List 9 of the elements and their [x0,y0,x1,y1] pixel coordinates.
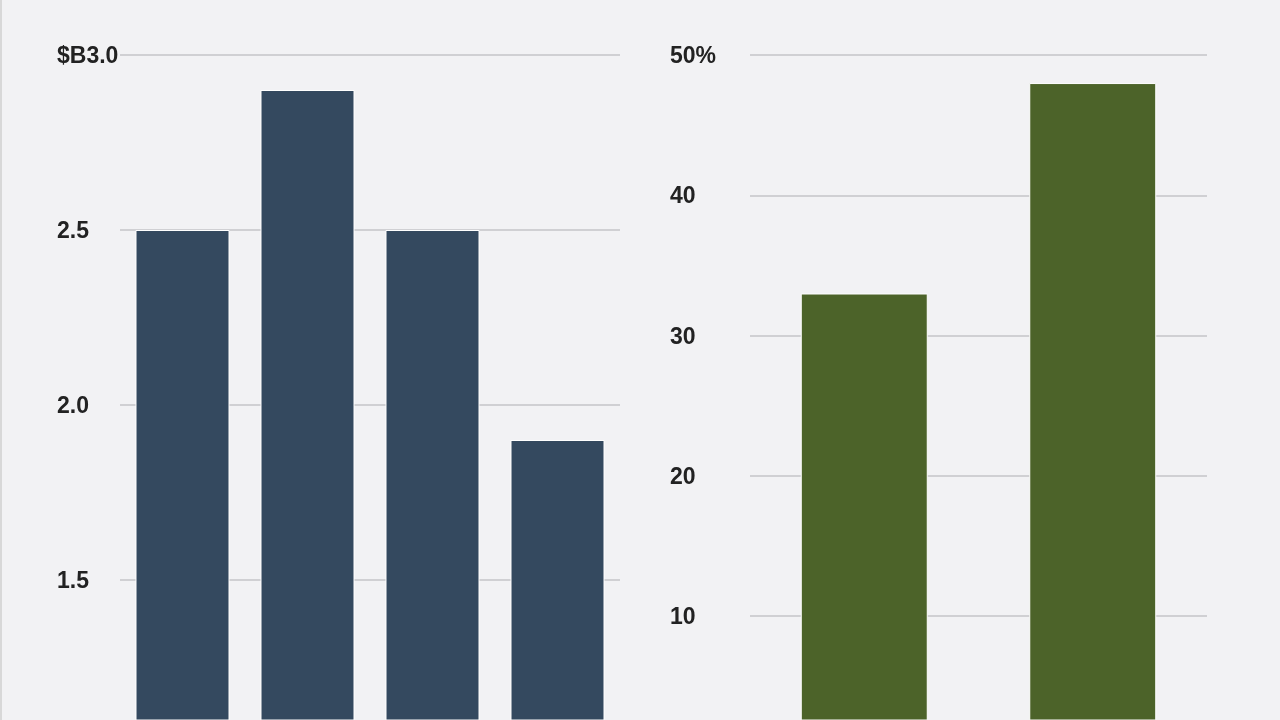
y-tick-label: 1.5 [57,567,90,593]
y-tick-label: 40 [670,182,696,209]
y-tick-label: 2.0 [57,392,89,418]
y-tick-label: 10 [670,603,696,630]
y-tick-label: 20 [670,462,696,489]
y-tick-label: 50% [670,42,717,68]
y-tick-label: $B3.0 [57,42,119,68]
y-tick-label: 30 [670,322,696,349]
y-tick-label: 2.5 [57,217,90,243]
